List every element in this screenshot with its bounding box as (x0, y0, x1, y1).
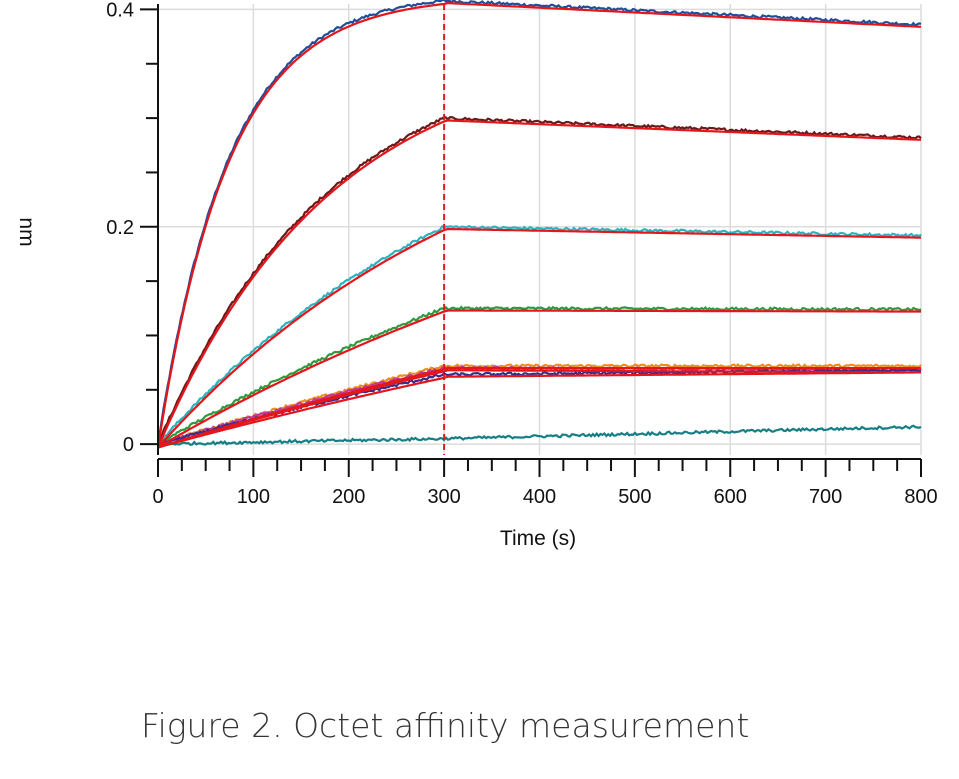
fit-line-1 (156, 1, 922, 448)
fit-line-5 (157, 367, 921, 449)
y-tick-label: 0 (123, 434, 134, 456)
x-tick-label: 100 (237, 486, 270, 508)
series-line-1 (156, 0, 922, 444)
series-line-4 (157, 305, 922, 446)
x-tick-label: 400 (523, 486, 556, 508)
y-axis-title: nm (15, 217, 38, 246)
fit-lines (156, 1, 922, 449)
series-line-8 (157, 424, 922, 446)
fit-line-2 (156, 119, 922, 448)
fit-line-3 (157, 227, 922, 449)
figure-caption: Figure 2. Octet affinity measurement (141, 706, 750, 745)
y-tick-label: 0.2 (106, 217, 134, 239)
sensorgram-chart: 0 100 200 300 400 500 600 700 800 0 0.2 0.4 Time (s… (15, 0, 938, 550)
x-tick-label: 0 (152, 486, 163, 508)
series-line-2 (157, 115, 922, 446)
y-tick-label: 0.4 (106, 0, 134, 21)
fit-line-6 (157, 369, 921, 449)
x-tick-label: 200 (332, 486, 365, 508)
fit-line-7 (157, 371, 921, 449)
fit-line-4 (157, 309, 921, 449)
axes (140, 4, 922, 477)
x-tick-label: 500 (618, 486, 651, 508)
x-tick-label: 700 (809, 486, 842, 508)
x-tick-label: 300 (427, 486, 460, 508)
x-tick-label: 600 (714, 486, 747, 508)
x-axis-title: Time (s) (500, 527, 576, 550)
x-tick-label: 800 (904, 486, 937, 508)
series-line-3 (157, 224, 922, 447)
tick-labels: 0 100 200 300 400 500 600 700 800 0 0.2 0.4 (106, 0, 938, 508)
